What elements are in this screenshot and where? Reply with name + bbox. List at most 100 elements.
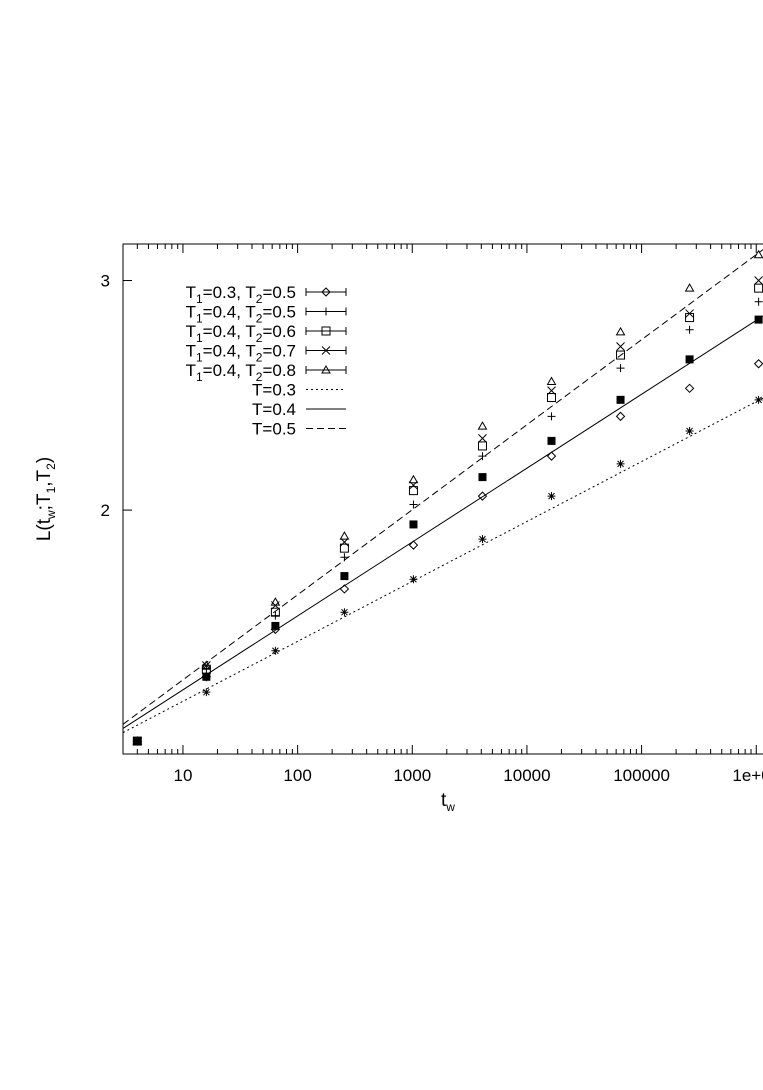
star-marker: [133, 737, 142, 746]
plus-marker: [340, 553, 349, 562]
fit-line-2: [122, 315, 763, 729]
filled-square-marker: [478, 473, 487, 482]
series-1: [132, 359, 763, 746]
data-point: [615, 411, 626, 422]
legend-marker: [321, 364, 331, 374]
cross-marker: [685, 309, 694, 318]
data-point: [685, 426, 694, 435]
data-point: [133, 737, 142, 746]
data-point: [547, 436, 556, 445]
data-point: [616, 350, 626, 360]
data-point: [546, 376, 557, 386]
cross-marker: [616, 342, 625, 351]
diamond-marker: [615, 411, 626, 422]
series-6: [133, 315, 763, 746]
legend-entry: T=0.3: [252, 381, 346, 400]
diamond-marker: [753, 359, 763, 369]
x-axis: 10 100 1000 10000 100000 1e+06: [122, 244, 763, 785]
x-tick-label: 100000: [613, 766, 670, 785]
filled-square-marker: [340, 572, 349, 581]
diamond-marker: [321, 287, 331, 297]
triangle-marker: [270, 597, 281, 606]
data-point: [754, 315, 763, 324]
data-point: [202, 665, 211, 674]
legend-marker: [321, 326, 331, 336]
triangle-marker: [615, 326, 626, 336]
data-points: [132, 249, 763, 746]
star-marker: [340, 608, 349, 617]
data-point: [616, 459, 625, 468]
square-marker: [685, 313, 695, 323]
data-point: [408, 474, 419, 484]
triangle-marker: [339, 531, 350, 540]
data-point: [685, 309, 694, 318]
legend-label: T1​=0.4, T2​=0.5: [186, 303, 296, 326]
data-point: [478, 452, 487, 461]
data-point: [754, 395, 763, 404]
legend-entry: T=0.4: [252, 400, 346, 419]
diamond-marker: [477, 491, 488, 501]
data-point: [685, 355, 694, 364]
data-point: [270, 607, 280, 617]
star-marker: [271, 646, 280, 655]
data-point: [478, 473, 487, 482]
filled-square-marker: [685, 355, 694, 364]
triangle-marker: [477, 421, 488, 430]
data-point: [477, 421, 488, 430]
legend-entry: T1​=0.4, T2​=0.6: [186, 322, 347, 345]
legend-entry: T1​=0.4, T2​=0.5: [186, 303, 347, 326]
data-point: [339, 531, 350, 540]
legend-entry: T=0.5: [252, 420, 346, 439]
legend: T1​=0.3, T2​=0.5T1​=0.4, T2​=0.5T1​=0.4,…: [186, 283, 347, 439]
legend-label: T1​=0.4, T2​=0.7: [186, 342, 296, 365]
star-marker: [754, 395, 763, 404]
data-point: [684, 383, 695, 394]
star-marker: [547, 492, 556, 501]
filled-square-marker: [271, 621, 280, 630]
legend-entry: T1​=0.4, T2​=0.8: [186, 361, 347, 384]
plus-marker: [322, 307, 330, 316]
legend-label: T=0.4: [252, 400, 296, 419]
triangle-marker: [408, 474, 419, 484]
data-point: [478, 535, 487, 544]
legend-label: T1​=0.4, T2​=0.8: [186, 361, 296, 384]
data-point: [616, 364, 625, 373]
series-5: [132, 249, 763, 745]
data-point: [754, 283, 763, 293]
y-tick-label: 3: [101, 272, 110, 291]
data-point: [547, 412, 556, 421]
square-marker: [270, 607, 280, 617]
triangle-marker: [753, 249, 763, 259]
cross-marker: [478, 434, 487, 443]
cross-marker: [547, 386, 556, 395]
data-point: [271, 611, 280, 620]
cross-marker: [754, 276, 763, 285]
data-point: [754, 276, 763, 285]
square-marker: [477, 441, 487, 451]
x-tick-label: 10000: [503, 766, 550, 785]
legend-marker: [321, 346, 331, 355]
triangle-marker: [684, 283, 695, 292]
square-marker: [547, 393, 557, 403]
data-point: [547, 386, 556, 395]
x-tick-label: 10: [173, 766, 192, 785]
square-marker: [754, 283, 763, 293]
data-point: [547, 393, 557, 403]
legend-marker: [321, 287, 331, 297]
data-point: [271, 621, 280, 630]
data-point: [202, 688, 211, 697]
plot-frame: [122, 243, 763, 755]
data-point: [340, 572, 349, 581]
data-point: [478, 434, 487, 443]
x-tick-label: 1000: [393, 766, 431, 785]
triangle-marker: [546, 376, 557, 386]
plus-marker: [685, 325, 694, 334]
series-7: [133, 395, 763, 746]
legend-entry: T1​=0.4, T2​=0.7: [186, 342, 347, 365]
data-point: [685, 325, 694, 334]
legend-label: T1​=0.4, T2​=0.6: [186, 322, 296, 345]
data-point: [270, 597, 281, 606]
y-tick-label: 2: [101, 501, 110, 520]
plus-marker: [478, 452, 487, 461]
